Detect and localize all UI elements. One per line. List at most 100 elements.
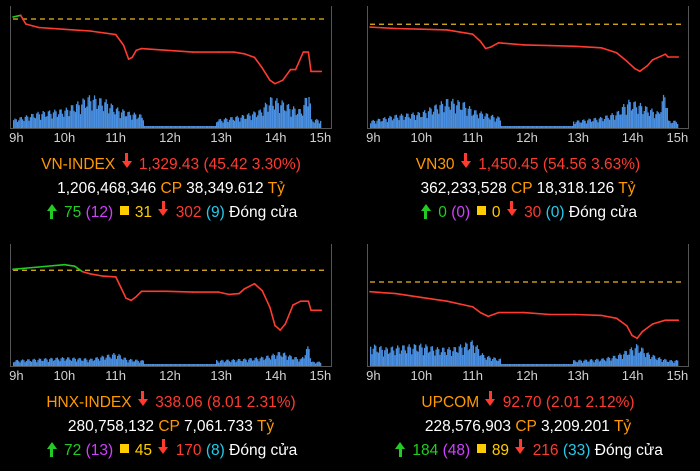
volume-bar (617, 110, 620, 128)
volume-bar (452, 98, 454, 128)
price-line-segment (394, 292, 423, 299)
volume-bar (305, 349, 308, 366)
price-line-segment (25, 23, 40, 29)
volume-bar (447, 99, 449, 128)
volume-bar (580, 122, 582, 128)
volume-bar (302, 115, 304, 128)
volume-bar (189, 126, 191, 128)
volume-bar (320, 120, 322, 128)
chart-panel-vnindex: 9h 10h 11h 12h 13h 14h 15h VN-INDEX 1,32… (0, 0, 342, 233)
volume-bar (458, 346, 460, 366)
price-chart (369, 23, 684, 128)
volume-bar (471, 340, 473, 366)
volume-bar (583, 119, 585, 128)
volume-bar (74, 358, 76, 366)
volume-bar (589, 359, 591, 366)
volume-bar (498, 359, 500, 366)
volume-bar (583, 360, 585, 366)
volume-bar (249, 115, 251, 128)
volume-bar (97, 358, 100, 366)
volume-bar (196, 364, 198, 366)
price-line-segment (131, 49, 138, 59)
volume-bar (153, 364, 155, 366)
volume-bar (132, 361, 134, 366)
volume-bar (432, 111, 435, 128)
volume-bar (70, 360, 73, 366)
volume-bar (255, 357, 258, 366)
volume-bar (159, 126, 161, 128)
volume-bar (204, 126, 206, 128)
volume-bar (104, 102, 106, 128)
volume-bar (127, 362, 129, 366)
volume-bar (621, 107, 624, 128)
volume-bar (311, 119, 313, 128)
floor-count: (9) (205, 204, 225, 221)
x-tick: 12h (159, 130, 181, 145)
volume-bar (621, 358, 624, 366)
price-line-segment (115, 33, 125, 46)
volume-bar (457, 100, 459, 128)
volume-bar (273, 109, 276, 128)
volume-bar (556, 126, 558, 128)
volume-bar (388, 118, 390, 128)
volume-bar (162, 364, 164, 366)
volume-bar (158, 364, 160, 366)
index-value: 338.06 (155, 394, 203, 411)
volume-bar (531, 364, 534, 366)
volume-bar (564, 126, 566, 128)
volume-bar (180, 126, 182, 128)
volume-bar (552, 364, 554, 366)
volume-bar (257, 359, 259, 366)
volume-bar (467, 350, 469, 366)
volume-bar (413, 114, 415, 128)
index-summary: VN-INDEX 1,329.43 (45.42 3.30%) (0, 153, 342, 174)
volume-bar (207, 126, 209, 128)
volume-bar (309, 358, 311, 366)
volume-bar (187, 364, 189, 366)
volume-bar (198, 364, 200, 366)
volume-bar (268, 105, 270, 128)
volume-bar (670, 123, 672, 128)
volume-bar (82, 360, 84, 366)
volume-bar (561, 364, 563, 366)
volume-bar (573, 360, 575, 366)
volume-bar (454, 113, 457, 128)
volume-bar (610, 360, 612, 366)
volume-bar (665, 108, 667, 128)
volume-bar (64, 110, 66, 128)
volume-bar (538, 126, 540, 128)
volume-bar (32, 359, 34, 366)
volume-bar (115, 358, 118, 366)
volume-bar (529, 364, 531, 366)
volume-bar (183, 126, 186, 128)
volume-bar (485, 113, 487, 128)
volume-bar (205, 364, 207, 366)
volume-unit: CP (158, 418, 180, 435)
volume-bar (187, 126, 189, 128)
ceiling-count: (13) (85, 442, 114, 459)
x-tick: 15h (666, 130, 689, 145)
volume-bar (468, 106, 471, 128)
price-line-segment (12, 266, 40, 271)
arrow-up-icon (46, 442, 57, 457)
volume-bar (190, 126, 192, 128)
volume-bar (230, 362, 232, 366)
volume-bar (411, 114, 413, 128)
volume-bar (264, 358, 267, 366)
volume-bar (495, 118, 498, 128)
volume-bar (443, 347, 445, 366)
volume-bar (519, 126, 521, 128)
arrow-up-icon (420, 204, 431, 219)
declines-count: 216 (532, 442, 559, 459)
volume-bar (267, 355, 269, 366)
volume-bar (389, 352, 391, 366)
volume-bar (477, 118, 480, 128)
volume-bar (526, 364, 528, 366)
volume-bar (441, 103, 444, 128)
volume-bar (81, 104, 83, 128)
volume-bar (628, 354, 630, 366)
volume-bar (191, 364, 193, 366)
price-line-segment (73, 265, 84, 273)
volume-bar (398, 347, 400, 366)
volume-bar (557, 364, 559, 366)
